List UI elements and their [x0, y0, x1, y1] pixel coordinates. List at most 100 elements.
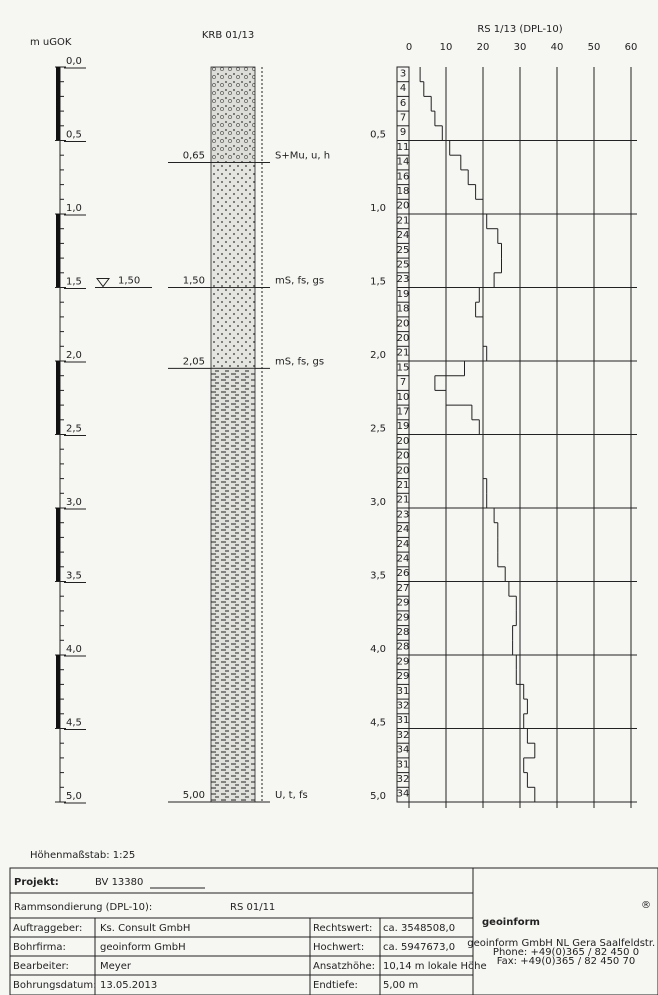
blow-count: 20 [397, 436, 410, 447]
blow-count: 34 [397, 789, 410, 800]
y-tick-label: 4,0 [370, 644, 386, 655]
y-tick-label: 2,0 [66, 350, 82, 361]
layer-description: mS, fs, gs [275, 276, 324, 287]
blow-count: 4 [400, 83, 406, 94]
ruler-segment [56, 361, 60, 435]
layer-depth-label: 1,50 [183, 276, 205, 287]
blow-count: 24 [397, 553, 410, 564]
info-label: Hochwert: [313, 942, 364, 953]
axis-label: m uGOK [30, 37, 72, 48]
blow-count: 16 [397, 171, 410, 182]
blow-count: 24 [397, 230, 410, 241]
blow-count: 29 [397, 598, 410, 609]
ruler-segment [56, 655, 60, 729]
layer-description: mS, fs, gs [275, 356, 324, 367]
blow-count: 28 [397, 642, 410, 653]
project-value: BV 13380 [95, 877, 143, 888]
blow-count: 19 [397, 421, 410, 432]
info-label: Rechtswert: [313, 923, 372, 934]
soil-layer [211, 288, 255, 369]
layer-depth-label: 0,65 [183, 151, 205, 162]
ruler-segment [56, 67, 60, 141]
soil-layer [211, 368, 255, 802]
info-label: Bohrfirma: [13, 942, 66, 953]
info-label: Ansatzhöhe: [313, 961, 375, 972]
y-tick-label: 1,5 [370, 277, 386, 288]
blow-count: 15 [397, 362, 410, 373]
y-tick-label: 4,5 [66, 718, 82, 729]
blow-count: 20 [397, 318, 410, 329]
blow-count: 23 [397, 274, 410, 285]
soil-layer [211, 163, 255, 288]
blow-count: 26 [397, 568, 410, 579]
info-label: Auftraggeber: [13, 923, 82, 934]
blow-count: 18 [397, 186, 410, 197]
blow-count: 25 [397, 259, 410, 270]
info-value: 13.05.2013 [100, 980, 157, 991]
info-label: Endtiefe: [313, 980, 358, 991]
layer-description: S+Mu, u, h [275, 151, 330, 162]
blow-count: 20 [397, 451, 410, 462]
blow-count: 29 [397, 671, 410, 682]
logo: geoinform [482, 917, 540, 928]
y-tick-label: 2,5 [370, 424, 386, 435]
y-tick-label: 3,0 [66, 497, 82, 508]
blow-count: 19 [397, 289, 410, 300]
blow-count: 3 [400, 68, 406, 79]
info-value: ca. 3548508,0 [383, 923, 455, 934]
blow-count: 29 [397, 612, 410, 623]
y-tick-label: 3,5 [66, 571, 82, 582]
y-tick-label: 1,5 [66, 277, 82, 288]
document: m uGOK KRB 01/13 RS 1/13 (DPL-10) Höhenm… [0, 0, 658, 995]
blow-count: 25 [397, 245, 410, 256]
page: m uGOK KRB 01/13 RS 1/13 (DPL-10) Höhenm… [0, 0, 658, 995]
blow-count: 32 [397, 730, 410, 741]
info-value: ca. 5947673,0 [383, 942, 455, 953]
info-value: Meyer [100, 961, 132, 972]
blow-count: 6 [400, 98, 406, 109]
blow-count: 14 [397, 157, 410, 168]
y-tick-label: 3,0 [370, 497, 386, 508]
y-tick-label: 4,0 [66, 644, 82, 655]
blow-count: 20 [397, 465, 410, 476]
info-value: 10,14 m lokale Höhe [383, 961, 487, 972]
y-tick-label: 0,0 [66, 56, 82, 67]
blow-count: 11 [397, 142, 410, 153]
layer-depth-label: 5,00 [183, 790, 205, 801]
y-tick-label: 0,5 [370, 130, 386, 141]
sounding-value: RS 01/11 [230, 902, 275, 913]
blow-count: 9 [400, 127, 406, 138]
x-tick-label: 40 [551, 42, 564, 53]
ruler-segment [56, 214, 60, 288]
x-tick-label: 50 [588, 42, 601, 53]
blow-count: 21 [397, 348, 410, 359]
blow-count: 18 [397, 304, 410, 315]
info-value: Ks. Consult GmbH [100, 923, 190, 934]
y-tick-label: 0,5 [66, 130, 82, 141]
info-value: 5,00 m [383, 980, 418, 991]
project-label: Projekt: [14, 877, 59, 888]
blow-count: 32 [397, 774, 410, 785]
blow-count: 21 [397, 495, 410, 506]
paper [0, 0, 658, 995]
y-tick-label: 5,0 [370, 791, 386, 802]
blow-count: 24 [397, 539, 410, 550]
soil-layer [211, 67, 255, 163]
scale-note: Höhenmaßstab: 1:25 [30, 850, 135, 861]
blow-count: 21 [397, 215, 410, 226]
sounding-label: Rammsondierung (DPL-10): [14, 902, 152, 913]
blow-count: 20 [397, 333, 410, 344]
x-tick-label: 0 [406, 42, 412, 53]
y-tick-label: 5,0 [66, 791, 82, 802]
info-label: Bohrungsdatum: [13, 980, 97, 991]
info-value: geoinform GmbH [100, 942, 186, 953]
blow-count: 32 [397, 700, 410, 711]
blow-count: 31 [397, 759, 410, 770]
blow-count: 21 [397, 480, 410, 491]
blow-count: 7 [400, 112, 406, 123]
y-tick-label: 1,0 [66, 203, 82, 214]
blow-count: 27 [397, 583, 410, 594]
blow-count: 31 [397, 686, 410, 697]
log-title: KRB 01/13 [202, 30, 254, 41]
x-tick-label: 30 [514, 42, 527, 53]
